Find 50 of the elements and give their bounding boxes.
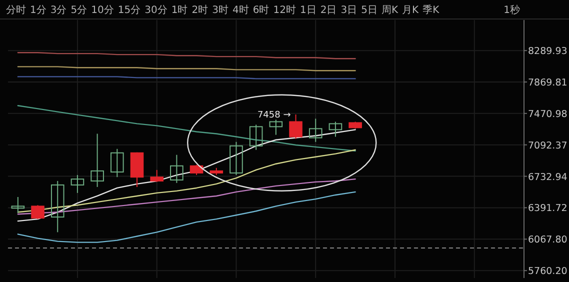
y-tick-label: 6732.94: [528, 172, 568, 183]
y-tick-label: 6391.72: [528, 203, 568, 214]
candlestick: [90, 133, 104, 188]
candlestick: [11, 196, 25, 214]
text: 12时: [273, 4, 296, 16]
text: 分时: [6, 4, 26, 16]
y-tick-label: 7092.37: [528, 140, 568, 152]
text: 4时: [232, 4, 249, 16]
line-series: [17, 52, 356, 60]
text: 1秒: [504, 4, 520, 16]
candlestick: [289, 114, 302, 140]
text: 30分: [144, 4, 168, 16]
text: 周K: [381, 5, 398, 16]
text: 10分: [91, 4, 114, 16]
text: 3时: [212, 4, 228, 16]
text: 5日: [361, 5, 378, 16]
candlestick: [170, 154, 184, 184]
y-tick-label: 6067.80: [528, 234, 568, 246]
line-series: [17, 178, 356, 215]
candlestick: [230, 141, 243, 176]
candlestick: [50, 180, 64, 233]
annotation: 7458 →: [257, 110, 292, 120]
text: 1日: [300, 5, 316, 16]
text: 3日: [340, 5, 358, 16]
candlestick: [110, 148, 124, 178]
line-series: [17, 105, 356, 152]
candlestick: [31, 204, 44, 220]
y-tick-label: 5760.20: [528, 266, 568, 278]
candlestick: [269, 119, 283, 136]
text: 季K: [422, 4, 440, 16]
text: 2日: [320, 5, 337, 16]
text: 月K: [402, 5, 419, 16]
text: 1分: [30, 4, 46, 16]
candlestick: [190, 164, 204, 176]
y-tick-label: 8289.93: [528, 46, 568, 58]
line-series: [17, 149, 356, 213]
candlestick: [308, 118, 322, 142]
candlestick: [150, 169, 164, 182]
candlestick: [249, 124, 263, 150]
text: 2时: [192, 4, 208, 16]
text: 6时: [252, 4, 270, 16]
text: 15分: [118, 4, 141, 16]
candlestick: [328, 121, 342, 138]
text: 3分: [50, 4, 67, 16]
text: 5分: [70, 4, 88, 16]
y-tick-label: 7869.81: [528, 77, 568, 88]
text: 1时: [171, 4, 188, 16]
candlestick: [70, 174, 84, 194]
y-tick-label: 7470.98: [528, 108, 568, 120]
line-series: [17, 191, 356, 243]
